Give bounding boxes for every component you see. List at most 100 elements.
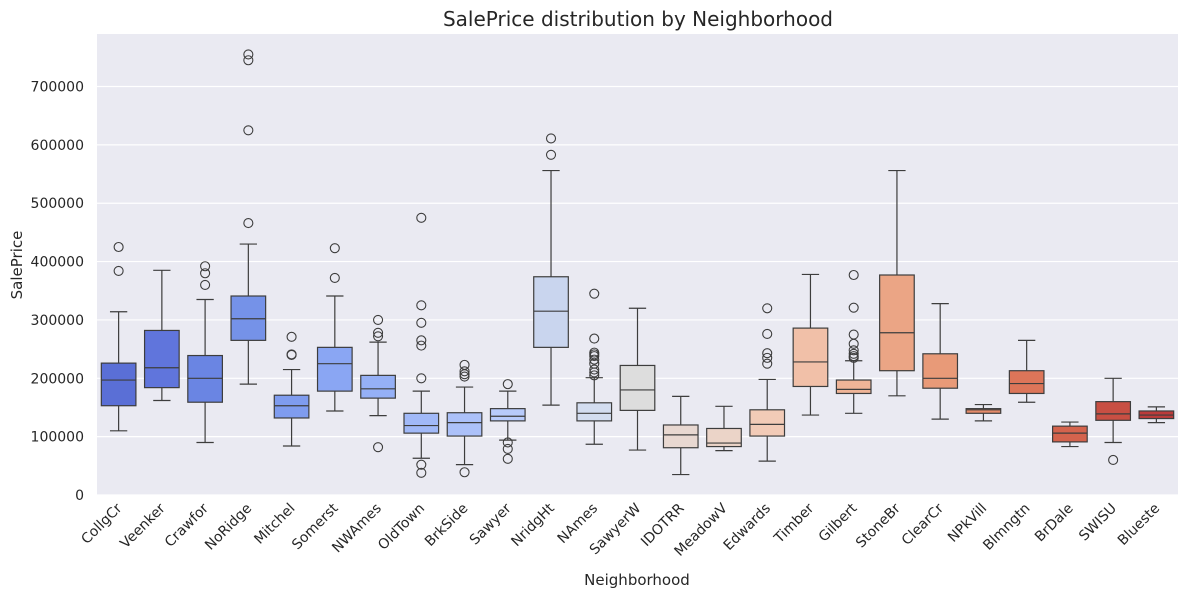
outlier-point xyxy=(416,340,427,351)
outlier-point xyxy=(243,125,254,136)
y-tick-label: 700000 xyxy=(31,80,84,96)
box-names xyxy=(576,288,613,445)
outlier-point xyxy=(589,364,600,375)
outlier-point xyxy=(459,366,470,377)
outlier-point xyxy=(416,467,427,478)
outlier-point xyxy=(1108,454,1119,466)
x-tick-label: NridgHt xyxy=(508,500,558,550)
outlier-point xyxy=(848,345,859,356)
outlier-point xyxy=(113,241,124,253)
iqr-box xyxy=(1008,370,1045,395)
box-idotrr xyxy=(662,395,699,476)
iqr-box xyxy=(835,379,872,395)
chart-title: SalePrice distribution by Neighborhood xyxy=(443,7,833,31)
box-sawyerw xyxy=(619,307,656,451)
iqr-box xyxy=(922,353,959,389)
iqr-box xyxy=(792,327,829,388)
iqr-box xyxy=(879,274,915,372)
iqr-box xyxy=(143,329,180,389)
y-tick-label: 500000 xyxy=(31,196,84,212)
x-tick-label: Blueste xyxy=(1115,501,1163,549)
outlier-point xyxy=(200,279,211,290)
outlier-point xyxy=(589,347,600,358)
outlier-point xyxy=(848,351,859,362)
box-veenker xyxy=(143,269,180,402)
outlier-point xyxy=(848,348,859,359)
x-tick-label: SWISU xyxy=(1076,501,1120,545)
outlier-point xyxy=(416,212,427,223)
iqr-box xyxy=(100,362,137,407)
outlier-point xyxy=(502,437,513,448)
outlier-point xyxy=(286,331,297,342)
iqr-box xyxy=(619,364,656,411)
iqr-box xyxy=(965,408,1002,414)
outlier-point xyxy=(848,302,859,313)
box-nridght xyxy=(533,133,569,406)
x-tick-label: Veenker xyxy=(117,500,168,551)
box-swisu xyxy=(1095,377,1132,466)
x-tick-label: BrDale xyxy=(1032,501,1077,546)
box-collgcr xyxy=(100,241,137,432)
outlier-point xyxy=(762,348,773,359)
outlier-point xyxy=(286,349,297,360)
outlier-point xyxy=(329,272,340,283)
x-tick-label: Timber xyxy=(771,500,818,547)
iqr-box xyxy=(403,412,440,434)
outlier-point xyxy=(416,459,427,470)
x-tick-label: NoRidge xyxy=(202,501,255,554)
outlier-point xyxy=(502,443,513,454)
outlier-point xyxy=(762,358,773,369)
outlier-point xyxy=(589,288,600,299)
box-noridge xyxy=(230,49,267,385)
iqr-box xyxy=(706,427,742,448)
y-tick-label: 0 xyxy=(75,488,84,504)
box-nwames xyxy=(360,314,396,453)
outlier-point xyxy=(545,133,557,144)
y-axis-label: SalePrice xyxy=(8,231,26,300)
outlier-point xyxy=(416,317,427,328)
outlier-point xyxy=(373,331,384,342)
x-tick-label: BrkSide xyxy=(422,501,471,550)
outlier-point xyxy=(545,149,557,160)
box-clearcr xyxy=(922,302,959,420)
iqr-box xyxy=(489,408,526,422)
outlier-point xyxy=(589,354,600,365)
box-stonebr xyxy=(879,169,915,397)
outlier-point xyxy=(200,261,211,272)
box-blueste xyxy=(1138,406,1175,424)
y-tick-label: 200000 xyxy=(31,371,84,387)
outlier-point xyxy=(848,269,859,281)
outlier-point xyxy=(459,359,470,370)
outlier-point xyxy=(459,371,470,382)
outlier-point xyxy=(329,243,340,254)
outlier-point xyxy=(589,333,600,344)
outlier-point xyxy=(589,370,600,381)
x-tick-label: Edwards xyxy=(721,501,774,554)
box-timber xyxy=(792,273,829,416)
box-npkvill xyxy=(965,403,1002,422)
outlier-point xyxy=(762,352,773,363)
outlier-point xyxy=(113,265,124,276)
y-tick-label: 300000 xyxy=(31,313,84,329)
box-gilbert xyxy=(835,269,872,414)
iqr-box xyxy=(273,394,310,419)
outlier-point xyxy=(373,314,384,325)
box-sawyer xyxy=(489,379,526,464)
box-brkside xyxy=(446,359,483,478)
box-somerst xyxy=(316,243,353,412)
y-tick-label: 400000 xyxy=(31,255,84,271)
iqr-box xyxy=(1052,425,1088,443)
y-tick-labels: 0 100000 200000 300000 400000 500000 600000 700… xyxy=(31,80,84,504)
outlier-point xyxy=(416,373,427,384)
outlier-point xyxy=(243,218,254,229)
box-blmngtn xyxy=(1008,339,1045,403)
box-oldtown xyxy=(403,212,440,478)
outlier-point xyxy=(502,379,513,390)
outlier-point xyxy=(373,327,384,338)
iqr-box xyxy=(662,424,699,449)
x-tick-label: OldTown xyxy=(375,501,428,554)
outlier-point xyxy=(762,303,773,314)
x-axis-label: Neighborhood xyxy=(584,571,690,589)
box-mitchel xyxy=(273,331,310,447)
